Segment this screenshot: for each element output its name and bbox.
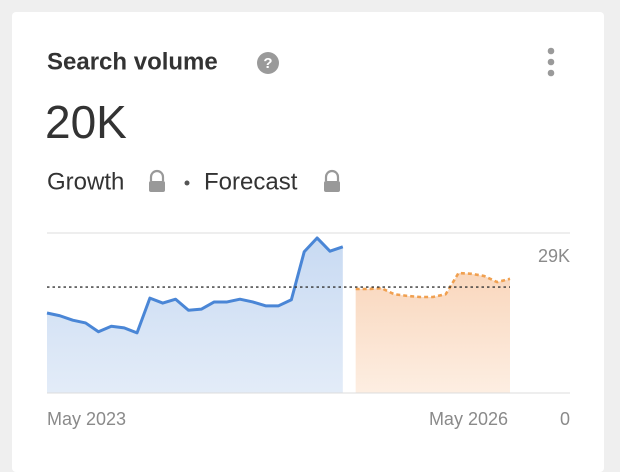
chart: 0 29K May 2023 May 2026: [46, 232, 570, 429]
growth-label[interactable]: Growth: [47, 168, 124, 195]
lock-icon: [324, 169, 340, 192]
widget: Search volume ? 20K Growth Forecast 0 29K…: [45, 47, 570, 429]
y-tick-label: 29K: [538, 246, 570, 266]
area: [47, 237, 343, 393]
forecast-label[interactable]: Forecast: [204, 168, 298, 195]
x-tick-label: May 2026: [429, 409, 508, 429]
title: Search volume: [47, 48, 218, 75]
separator: [184, 180, 190, 186]
help-icon[interactable]: [257, 52, 279, 74]
line: [46, 236, 344, 335]
line: [355, 271, 511, 299]
card: [12, 12, 604, 472]
page: {"card": {"title": "Search volume", "hel…: [12, 12, 604, 472]
help-mark: ?: [263, 55, 272, 72]
y-tick-label: 0: [560, 409, 570, 429]
menu[interactable]: [547, 47, 555, 77]
area: [355, 273, 510, 393]
lock-icon: [149, 169, 165, 192]
metric-value: 20K: [45, 96, 127, 148]
x-tick-label: May 2023: [47, 409, 126, 429]
